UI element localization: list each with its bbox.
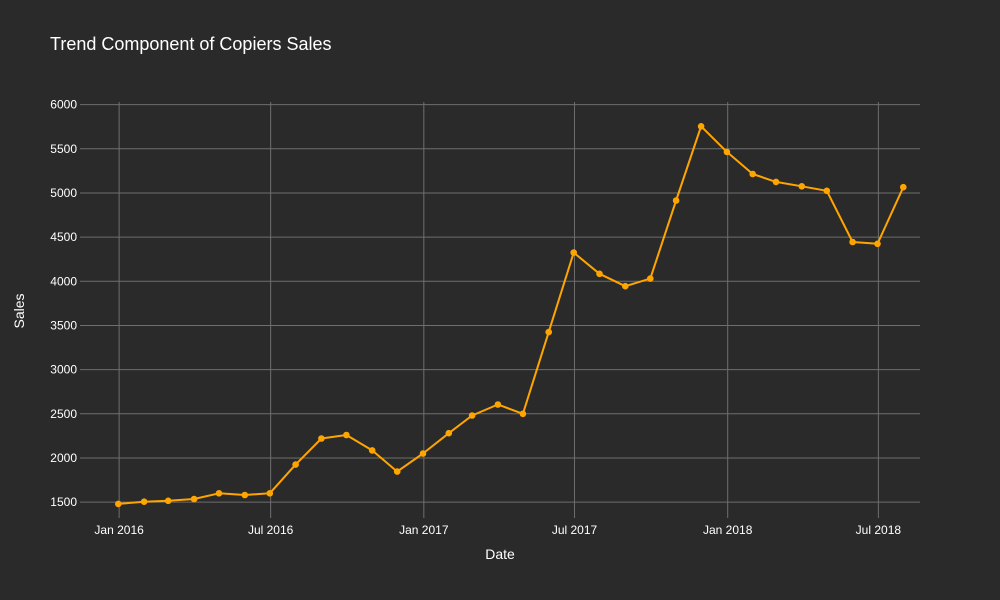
y-axis-title: Sales xyxy=(11,293,27,328)
data-point[interactable] xyxy=(545,328,552,336)
y-tick-label: 4500 xyxy=(50,230,77,244)
data-point[interactable] xyxy=(874,240,881,248)
y-tick-label: 4000 xyxy=(50,274,77,288)
data-point[interactable] xyxy=(343,431,350,439)
chart-title: Trend Component of Copiers Sales xyxy=(50,34,331,54)
data-point[interactable] xyxy=(115,500,122,508)
data-point[interactable] xyxy=(672,197,680,204)
x-tick-label: Jul 2017 xyxy=(552,523,598,537)
y-tick-label: 5500 xyxy=(50,142,77,156)
y-tick-label: 2000 xyxy=(50,451,77,465)
gridlines xyxy=(80,102,920,518)
x-axis-title: Date xyxy=(485,546,515,562)
data-point[interactable] xyxy=(749,170,756,178)
data-point[interactable] xyxy=(798,183,806,190)
data-point[interactable] xyxy=(164,497,172,505)
series-layer xyxy=(115,123,907,508)
tick-labels: 1500 2000 2500 3000 3500 4000 4500 5000 5500 6000… xyxy=(50,98,901,537)
plot-area xyxy=(80,102,920,518)
data-point[interactable] xyxy=(468,412,476,419)
data-point[interactable] xyxy=(849,238,856,246)
data-point[interactable] xyxy=(622,282,629,290)
data-point[interactable] xyxy=(570,249,577,256)
data-point[interactable] xyxy=(292,461,299,468)
x-tick-label: Jul 2016 xyxy=(248,523,294,537)
data-point[interactable] xyxy=(723,148,731,156)
y-tick-label: 3500 xyxy=(50,318,77,332)
data-point[interactable] xyxy=(266,490,274,497)
data-point[interactable] xyxy=(647,275,654,282)
x-tick-label: Jan 2016 xyxy=(94,523,144,537)
series-line xyxy=(118,125,905,505)
data-point[interactable] xyxy=(215,490,223,497)
data-point[interactable] xyxy=(519,410,527,418)
x-tick-label: Jan 2018 xyxy=(703,523,753,537)
data-point[interactable] xyxy=(596,270,603,278)
x-tick-label: Jan 2017 xyxy=(399,523,449,537)
data-point[interactable] xyxy=(494,401,502,408)
y-tick-label: 3000 xyxy=(50,363,77,377)
y-tick-label: 6000 xyxy=(50,98,77,112)
data-point[interactable] xyxy=(241,491,249,499)
y-tick-label: 2500 xyxy=(50,407,77,421)
data-point[interactable] xyxy=(900,183,907,191)
data-point[interactable] xyxy=(823,187,831,195)
data-point[interactable] xyxy=(140,498,148,506)
data-point[interactable] xyxy=(368,447,376,454)
x-tick-label: Jul 2018 xyxy=(856,523,902,537)
y-tick-label: 1500 xyxy=(50,495,77,509)
y-tick-label: 5000 xyxy=(50,186,77,200)
data-point[interactable] xyxy=(393,468,401,475)
data-point[interactable] xyxy=(772,178,780,186)
data-point[interactable] xyxy=(190,495,198,503)
data-point[interactable] xyxy=(419,450,427,457)
data-point[interactable] xyxy=(318,435,325,442)
data-point[interactable] xyxy=(445,429,453,437)
data-point[interactable] xyxy=(697,123,705,130)
